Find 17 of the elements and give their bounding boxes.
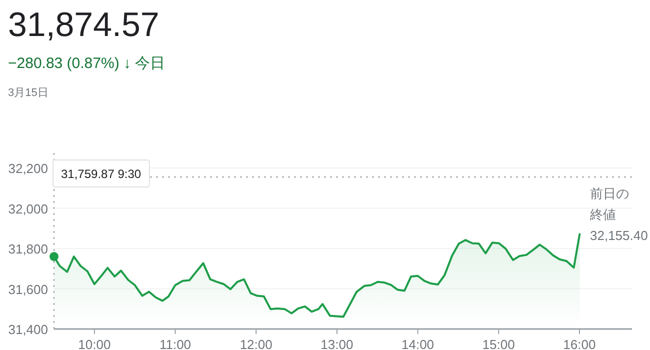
y-tick-label: 32,200 xyxy=(8,161,48,176)
y-tick-label: 31,600 xyxy=(8,282,48,297)
y-tick-label: 31,800 xyxy=(8,242,48,256)
chart-subtitle: −280.83 (0.87%) ↓ 今日 xyxy=(8,55,166,72)
ref-line-label: 前日の終値 32,155.40 xyxy=(589,186,648,243)
chart-title: 31,874.57 xyxy=(8,6,160,44)
x-tick-label: 11:00 xyxy=(159,337,192,350)
x-tick-label: 13:00 xyxy=(320,337,354,350)
x-tick-label: 16:00 xyxy=(563,337,596,350)
text: 3月15日 xyxy=(8,87,48,99)
x-tick-label: 15:00 xyxy=(482,337,515,350)
x-tick-label: 14:00 xyxy=(402,337,434,350)
y-tick-label: 32,000 xyxy=(8,201,48,216)
x-tick-label: 12:00 xyxy=(240,337,272,350)
annotation: 31,759.87 9:30 xyxy=(61,167,142,181)
x-tick-label: 10:00 xyxy=(78,337,111,350)
y-tick-label: 31,400 xyxy=(8,322,48,337)
